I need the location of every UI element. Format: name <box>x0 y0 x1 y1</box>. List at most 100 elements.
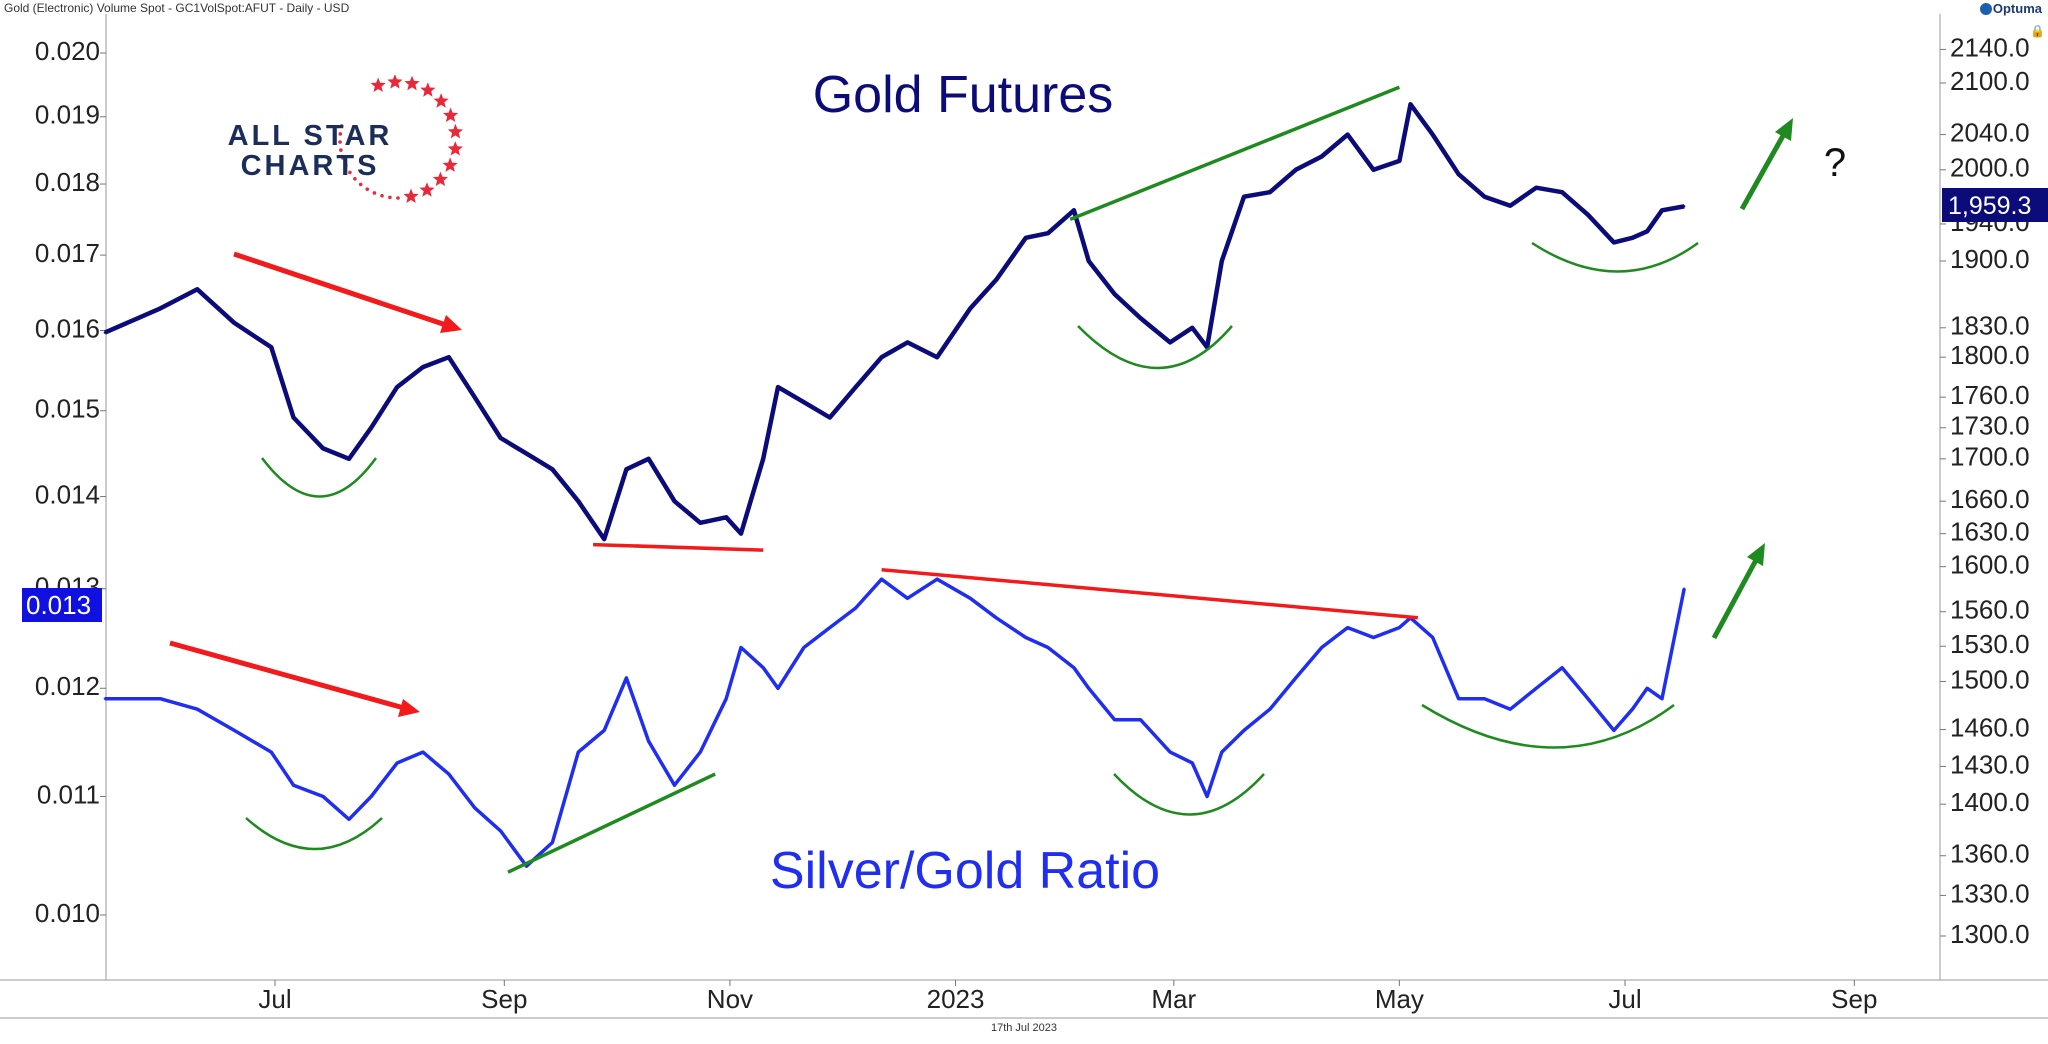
star-dot-icon <box>338 140 342 144</box>
data-point <box>969 597 972 600</box>
data-point <box>347 818 351 821</box>
right-tick-label: 1760.0 <box>1950 380 2030 410</box>
data-point <box>159 697 162 700</box>
red-arrow-1-head-icon <box>440 315 462 333</box>
data-point <box>1682 587 1686 590</box>
data-point <box>1087 687 1090 690</box>
data-point <box>1268 190 1272 194</box>
gold-series-title: Gold Futures <box>813 66 1114 124</box>
data-point <box>762 666 765 669</box>
data-point <box>1645 230 1649 233</box>
star-dot-icon <box>396 196 400 200</box>
right-tick-label: 1900.0 <box>1950 244 2030 274</box>
star-dot-icon <box>372 191 377 195</box>
green-arrow-1 <box>1739 132 1787 211</box>
data-point <box>1191 761 1194 765</box>
data-point <box>647 739 650 743</box>
right-tick-label: 1830.0 <box>1950 311 2030 341</box>
data-point <box>1682 205 1686 208</box>
left-tick-label: 0.017 <box>35 238 100 268</box>
gold-base-arc-2 <box>1077 325 1233 370</box>
data-point <box>854 385 857 389</box>
right-axis: 2140.02100.02040.02000.01940.01900.01830… <box>1940 32 2030 949</box>
data-point <box>854 606 857 610</box>
data-point <box>395 385 399 389</box>
data-point <box>525 452 528 455</box>
data-point <box>577 499 580 503</box>
optuma-brand: Optuma <box>1979 1 2042 16</box>
data-point <box>935 355 939 359</box>
data-point <box>499 829 502 833</box>
data-point <box>1346 133 1349 136</box>
data-point <box>196 288 199 291</box>
left-tick-label: 0.020 <box>35 36 100 66</box>
data-point <box>369 795 373 798</box>
data-point <box>473 806 476 810</box>
data-point <box>1457 697 1460 700</box>
star-icon <box>404 75 420 91</box>
x-tick-label: May <box>1375 984 1424 1014</box>
data-point <box>1294 676 1298 680</box>
star-dot-icon <box>380 193 384 198</box>
red-arrow-2-head-icon <box>398 699 420 717</box>
right-tick-label: 1330.0 <box>1950 878 2030 908</box>
right-tick-label: 1700.0 <box>1950 442 2030 472</box>
ratio-last-value-text: 0.013 <box>26 590 91 620</box>
left-tick-label: 0.012 <box>35 671 100 701</box>
red-trend-line <box>881 567 1419 620</box>
data-point <box>880 355 883 359</box>
gold-last-value-label: 1,959.3 <box>1942 188 2048 222</box>
right-tick-label: 1630.0 <box>1950 517 2030 547</box>
data-point <box>1320 155 1323 158</box>
data-point <box>1398 159 1401 163</box>
data-point <box>1087 259 1090 263</box>
data-point <box>233 321 236 325</box>
ratio-base-arc-2 <box>1113 773 1265 816</box>
left-tick-label: 0.019 <box>35 100 100 130</box>
red-arrow-2 <box>169 640 405 711</box>
x-tick-label: Nov <box>707 984 753 1014</box>
data-point <box>1191 326 1194 329</box>
data-point <box>802 646 806 649</box>
star-ring-icon <box>338 74 463 203</box>
data-point <box>321 795 325 798</box>
data-point <box>1660 209 1664 212</box>
right-tick-label: 1730.0 <box>1950 411 2030 441</box>
data-point <box>1072 666 1076 669</box>
data-point <box>270 750 273 754</box>
x-tick-label: Mar <box>1151 984 1196 1014</box>
data-point <box>969 307 972 310</box>
data-point <box>906 341 909 344</box>
data-point <box>1457 173 1460 176</box>
data-point <box>196 707 199 711</box>
data-point <box>1483 697 1486 700</box>
left-tick-label: 0.011 <box>37 779 100 809</box>
data-point <box>1431 133 1434 136</box>
logo-line2: CHARTS <box>241 150 380 182</box>
x-tick-label: Sep <box>1831 984 1877 1014</box>
data-point <box>1509 204 1512 207</box>
data-point <box>776 687 780 690</box>
chart-header-title: Gold (Electronic) Volume Spot - GC1VolSp… <box>4 1 350 15</box>
data-point <box>699 521 702 524</box>
data-point <box>421 365 425 369</box>
star-icon <box>443 107 459 122</box>
trend-lines <box>507 85 1419 874</box>
data-point <box>1046 231 1050 235</box>
data-point <box>1631 707 1634 711</box>
data-point <box>725 516 728 519</box>
data-point <box>499 436 502 440</box>
star-dot-icon <box>365 187 370 191</box>
ratio-last-value-bg <box>22 588 102 622</box>
data-point <box>1242 729 1246 732</box>
data-point <box>551 841 554 844</box>
star-icon <box>442 157 458 172</box>
green-arrow-2 <box>1711 558 1759 640</box>
lock-icon[interactable]: 🔒 <box>2030 24 2045 38</box>
star-icon <box>433 93 449 108</box>
data-point <box>802 401 806 404</box>
data-point <box>1660 697 1664 700</box>
logo-line1: ALL STAR <box>228 120 393 152</box>
x-axis: Jul Sep Nov 2023 Mar May Jul Sep <box>258 980 1877 1014</box>
data-point <box>233 729 236 732</box>
